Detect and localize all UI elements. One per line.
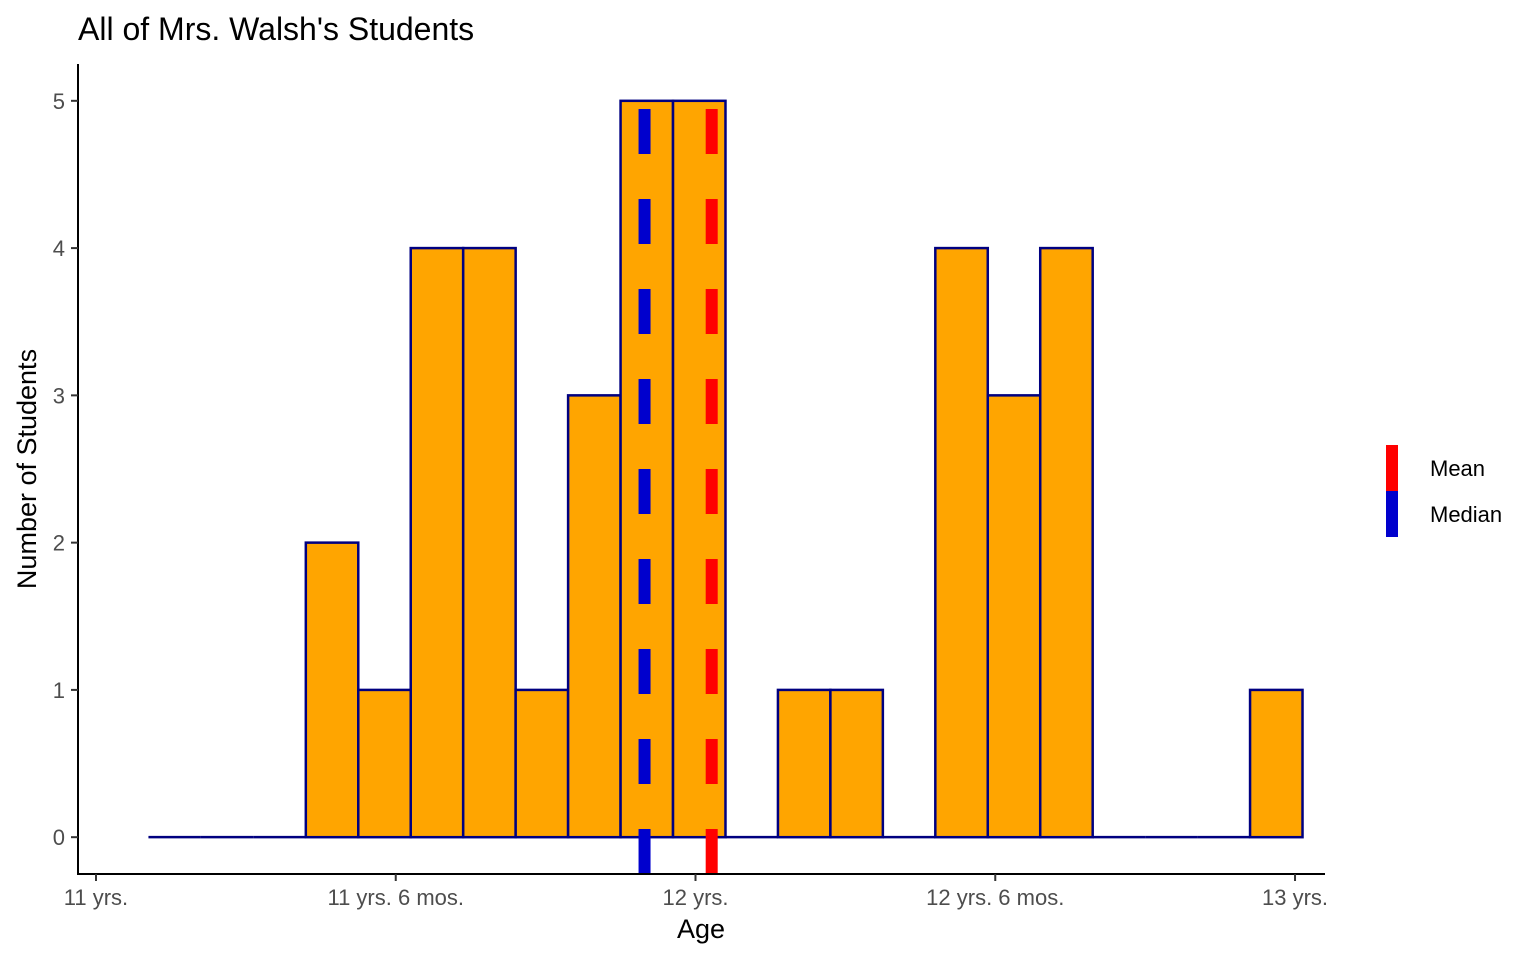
reference-lines (638, 100, 718, 874)
y-axis-ticks: 0 1 2 3 4 5 (53, 89, 78, 850)
histogram-bar-13 (829, 688, 885, 839)
histogram-bar-15 (934, 246, 990, 839)
median-legend-label: Median (1430, 502, 1502, 527)
x-tick-label-0: 11 yrs. (64, 885, 128, 910)
histogram-bar-12 (776, 688, 832, 839)
x-axis-title: Age (677, 914, 725, 944)
mean-legend-key (1386, 445, 1398, 491)
histogram-bar-4 (357, 688, 412, 839)
y-axis-title: Number of Students (12, 349, 42, 589)
legend: Mean Median (1386, 445, 1502, 537)
x-tick-label-3: 12 yrs. 6 mos. (926, 885, 1064, 910)
chart-title: All of Mrs. Walsh's Students (78, 11, 474, 47)
histogram-bar-7 (514, 688, 570, 839)
histogram-bar-8 (566, 394, 622, 839)
x-tick-label-4: 13 yrs. (1262, 885, 1328, 910)
x-tick-label-2: 12 yrs. (662, 885, 728, 910)
y-tick-label-5: 5 (53, 89, 65, 114)
histogram-bar-17 (1038, 246, 1094, 839)
histogram-bar-3 (304, 541, 360, 839)
histogram-bar-21 (1248, 688, 1304, 839)
x-axis-ticks: 11 yrs. 11 yrs. 6 mos. 12 yrs. 12 yrs. 6 mo… (64, 874, 1328, 910)
histogram-bar-6 (461, 246, 517, 839)
y-tick-label-4: 4 (53, 236, 65, 261)
y-tick-label-3: 3 (53, 383, 65, 408)
y-tick-label-2: 2 (53, 531, 65, 556)
histogram-bar-5 (409, 246, 465, 839)
histogram-bar-16 (986, 394, 1042, 839)
median-legend-key (1386, 491, 1398, 537)
y-tick-label-1: 1 (53, 678, 65, 703)
y-tick-label-0: 0 (53, 825, 65, 850)
mean-legend-label: Mean (1430, 456, 1485, 481)
axes (77, 64, 1325, 875)
histogram-bars (148, 99, 1304, 839)
x-tick-label-1: 11 yrs. 6 mos. (327, 885, 464, 910)
